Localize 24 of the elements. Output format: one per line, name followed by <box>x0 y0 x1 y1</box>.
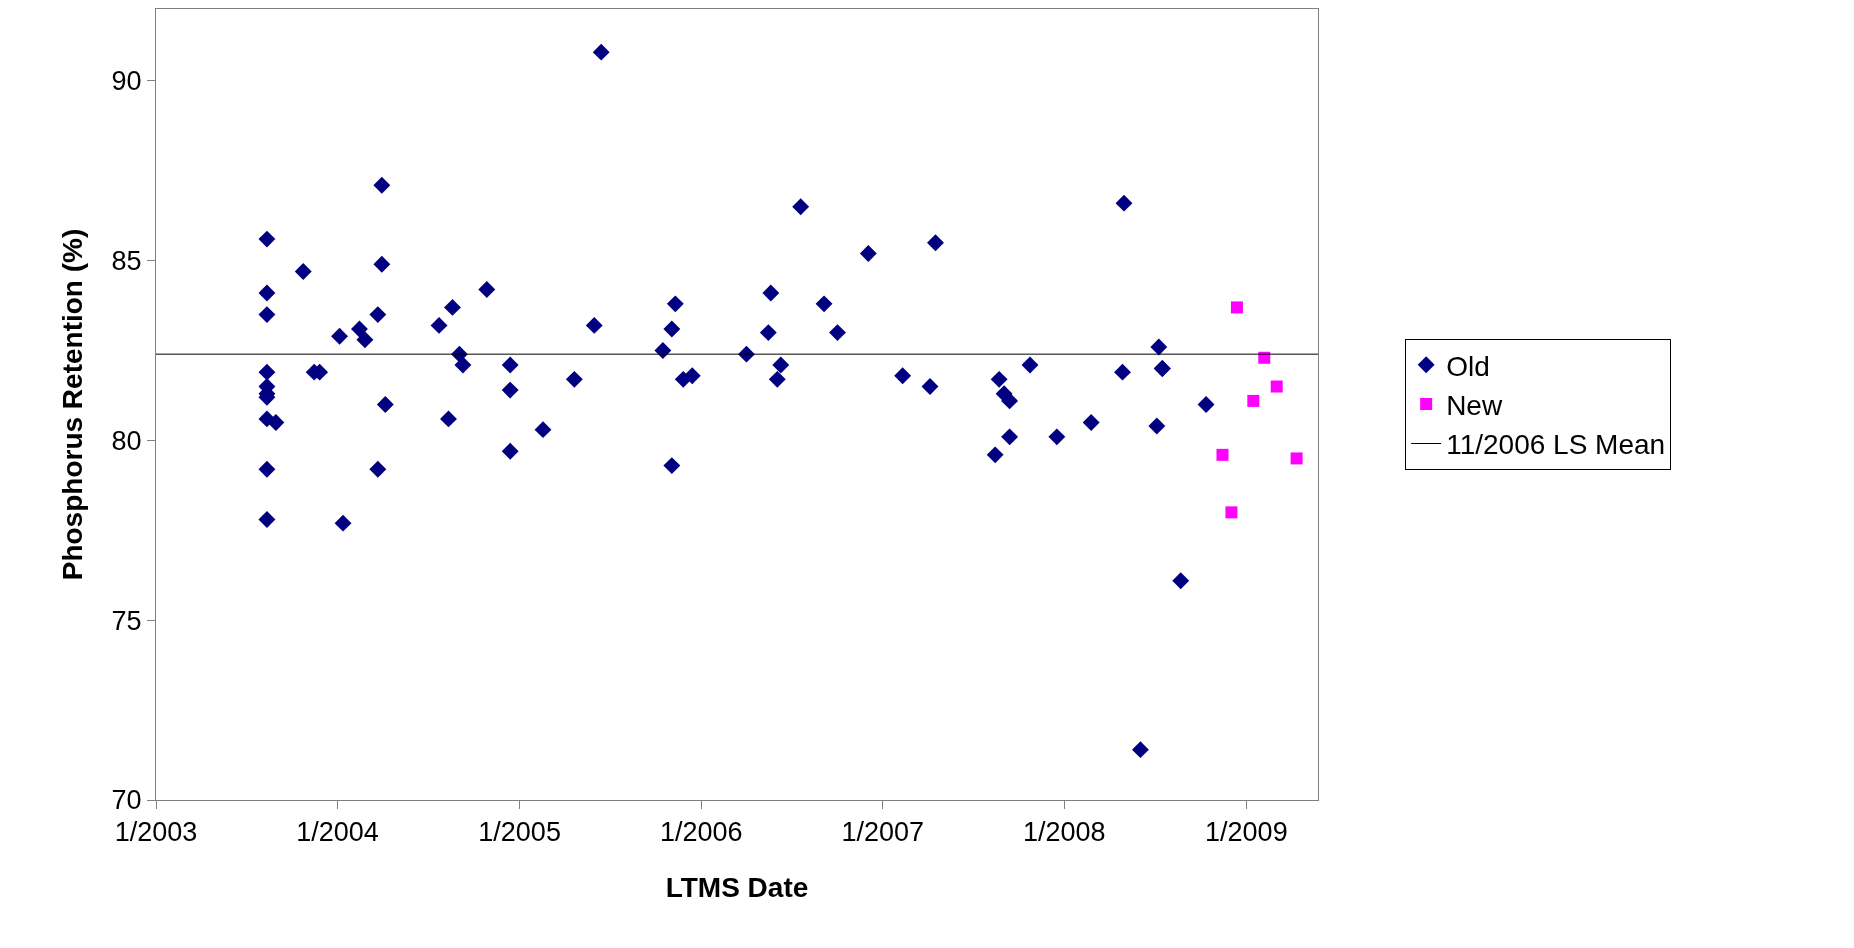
y-tick-label: 80 <box>111 425 142 456</box>
x-tick-label: 1/2009 <box>1205 817 1288 848</box>
point <box>1290 452 1303 465</box>
y-axis-title: Phosphorus Retention (%) <box>57 228 89 581</box>
x-tick-label: 1/2006 <box>659 817 743 848</box>
legend-label: 11/2006 LS Mean <box>1446 429 1666 461</box>
x-tick-label: 1/2004 <box>296 817 379 848</box>
y-tick-label: 85 <box>111 246 142 277</box>
y-tick-label: 75 <box>111 605 142 636</box>
y-tick-label: 70 <box>111 785 142 816</box>
x-tick-label: 1/2005 <box>478 817 561 848</box>
point <box>1247 394 1260 407</box>
point <box>1225 506 1238 519</box>
legend-label: New <box>1446 390 1503 422</box>
point <box>1270 380 1283 393</box>
x-tick-label: 1/2003 <box>114 817 198 848</box>
x-tick-label: 1/2008 <box>1023 817 1106 848</box>
legend-label: Old <box>1446 350 1490 382</box>
x-axis-title: LTMS Date <box>665 871 809 903</box>
x-tick-label: 1/2007 <box>841 817 925 848</box>
point <box>1230 301 1243 314</box>
y-tick-label: 90 <box>111 66 142 97</box>
point <box>1258 351 1271 364</box>
point <box>1216 448 1229 461</box>
